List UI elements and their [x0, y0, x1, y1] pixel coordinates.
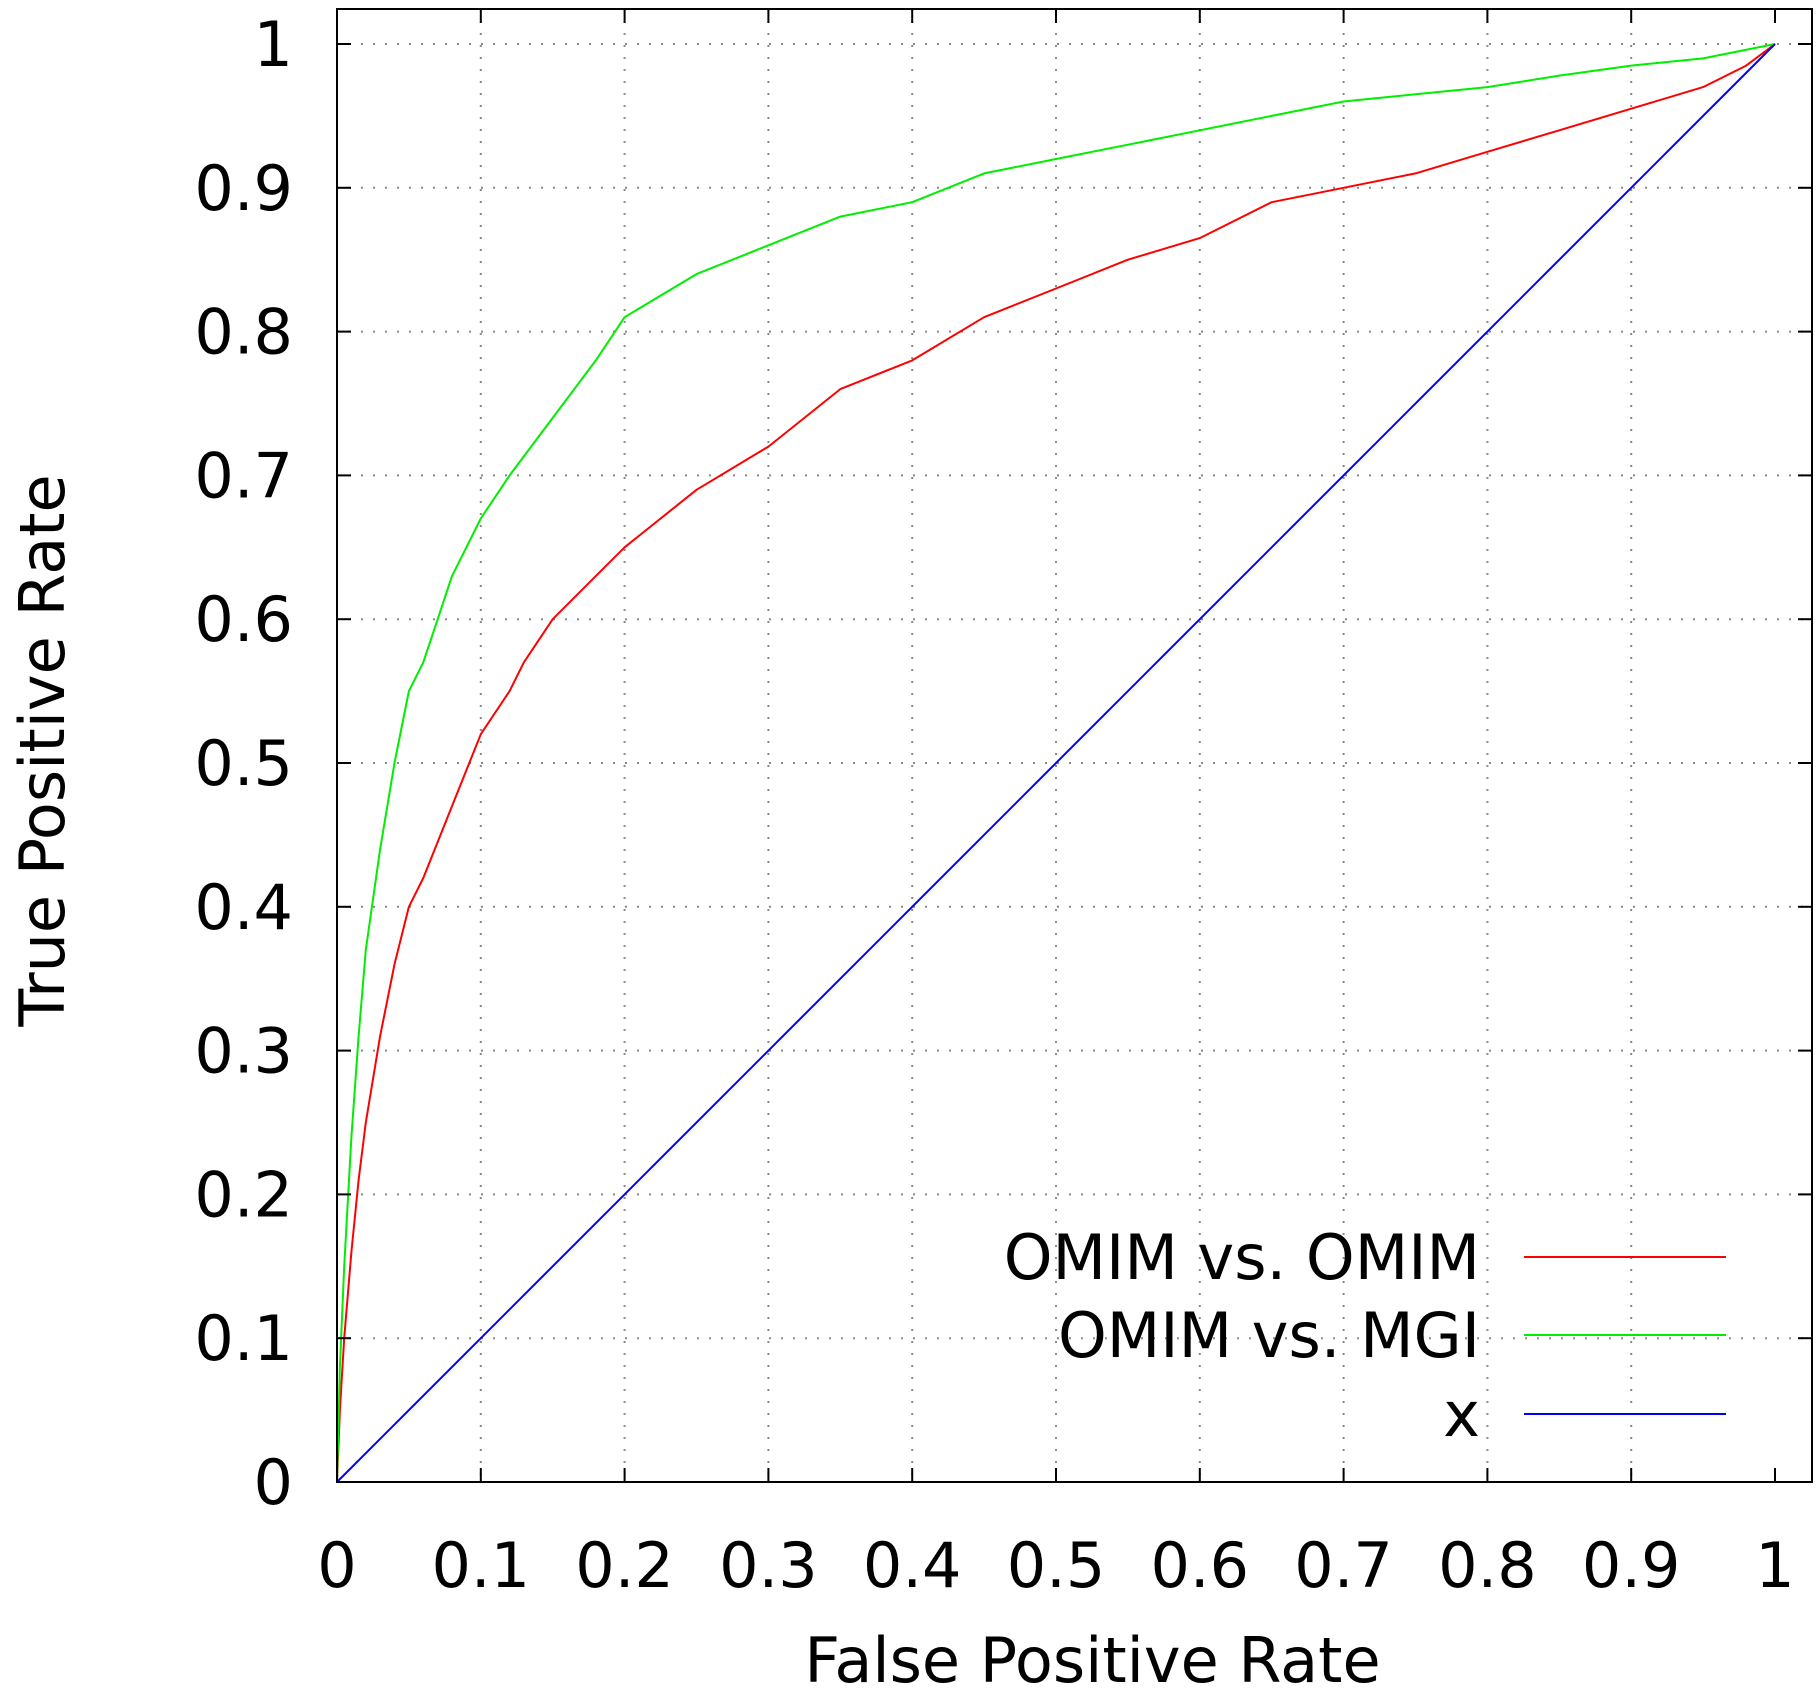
y-tick-label: 0.8	[194, 296, 293, 369]
y-tick-label: 0.1	[194, 1302, 293, 1375]
x-axis-title: False Positive Rate	[804, 1624, 1380, 1697]
series-line-omim-vs-mgi	[336, 43, 1776, 1483]
plot-frame	[336, 8, 1813, 1483]
y-tick-label: 0	[254, 1446, 293, 1519]
series-lines	[336, 43, 1776, 1483]
y-tick-label: 1	[254, 8, 293, 81]
x-tick-label: 0.9	[1582, 1529, 1681, 1602]
y-tick-label: 0.5	[194, 727, 293, 800]
y-tick-label: 0.4	[194, 871, 293, 944]
y-tick-label: 0.3	[194, 1015, 293, 1088]
x-tick-label: 1	[1755, 1529, 1794, 1602]
x-tick-label: 0.2	[575, 1529, 674, 1602]
x-tick-label: 0.4	[863, 1529, 962, 1602]
x-tick-label: 0.1	[431, 1529, 530, 1602]
series-line-x	[336, 43, 1776, 1483]
series-line-omim-vs-omim	[336, 43, 1776, 1483]
x-tick-label: 0.5	[1007, 1529, 1106, 1602]
x-tick-label: 0.7	[1294, 1529, 1393, 1602]
y-tick-label: 0.6	[194, 583, 293, 656]
x-tick-label: 0	[317, 1529, 356, 1602]
legend-label: x	[1443, 1378, 1480, 1451]
y-tick-label: 0.9	[194, 152, 293, 225]
legend-label: OMIM vs. OMIM	[1004, 1221, 1480, 1294]
y-tick-label: 0.7	[194, 439, 293, 512]
x-tick-label: 0.6	[1150, 1529, 1249, 1602]
y-tick-label: 0.2	[194, 1158, 293, 1231]
legend-label: OMIM vs. MGI	[1058, 1299, 1480, 1372]
axis-ticks: 0 0.1 0.2 0.3 0.4 0.5 0.6 0.7 0.8 0.9 1 0 0.1 0.2 0.3 0…	[194, 8, 1812, 1602]
x-tick-label: 0.3	[719, 1529, 818, 1602]
x-tick-label: 0.8	[1438, 1529, 1537, 1602]
y-axis-title: True Positive Rate	[6, 474, 79, 1027]
